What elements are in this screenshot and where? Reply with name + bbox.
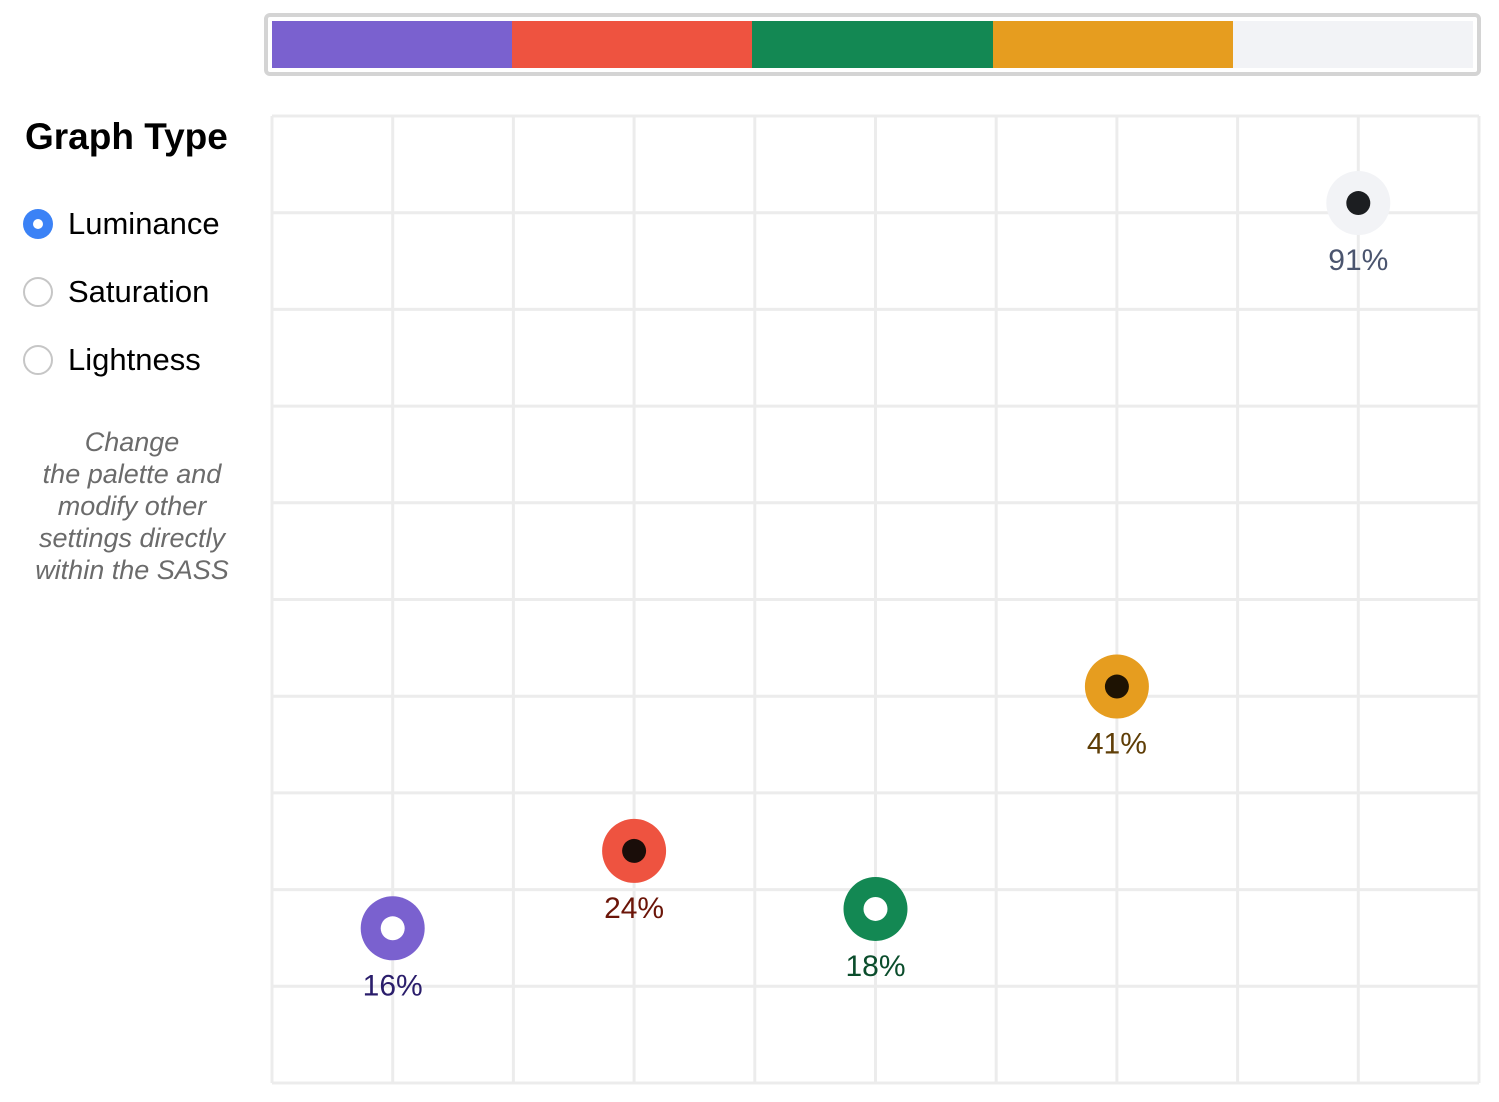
- data-label: 41%: [1087, 728, 1147, 761]
- data-label: 16%: [363, 969, 423, 1002]
- radio-option-lightness[interactable]: Lightness: [23, 340, 201, 380]
- data-label: 91%: [1328, 244, 1388, 277]
- radio-option-luminance[interactable]: Luminance: [23, 204, 220, 244]
- radio-label-lightness: Lightness: [68, 342, 201, 377]
- data-label: 18%: [845, 950, 905, 983]
- luminance-chart: 16% 24% 18% 41% 91%: [270, 114, 1481, 1085]
- note-line: settings directly: [38, 523, 226, 553]
- palette-swatch-green: [752, 21, 993, 68]
- data-point-center: [1346, 191, 1371, 216]
- data-point-center: [380, 916, 405, 941]
- radio-label-luminance: Luminance: [68, 206, 220, 241]
- note-line: the palette and: [42, 459, 222, 489]
- palette-swatch-light-gray: [1232, 21, 1474, 68]
- note-line: modify other: [57, 491, 207, 521]
- note-line: Change: [84, 427, 180, 457]
- settings-note: Change the palette and modify other sett…: [0, 426, 264, 586]
- radio-option-saturation[interactable]: Saturation: [23, 272, 209, 312]
- radio-label-saturation: Saturation: [68, 274, 210, 309]
- data-label: 24%: [604, 892, 664, 925]
- palette-strip: [264, 13, 1481, 76]
- palette-swatch-orange: [992, 21, 1233, 68]
- data-point-center: [863, 896, 888, 921]
- data-point-center: [622, 838, 647, 863]
- radio-button-icon[interactable]: [23, 345, 53, 375]
- graph-type-title: Graph Type: [25, 116, 228, 157]
- palette-swatch-purple: [272, 21, 513, 68]
- chart-plot-area: 16% 24% 18% 41% 91%: [270, 114, 1481, 1085]
- radio-button-icon[interactable]: [23, 277, 53, 307]
- palette-swatch-red: [512, 21, 753, 68]
- data-point-center: [1104, 674, 1129, 699]
- note-line: within the SASS: [35, 555, 229, 585]
- radio-button-icon[interactable]: [23, 209, 53, 239]
- palette-swatches: [272, 21, 1474, 68]
